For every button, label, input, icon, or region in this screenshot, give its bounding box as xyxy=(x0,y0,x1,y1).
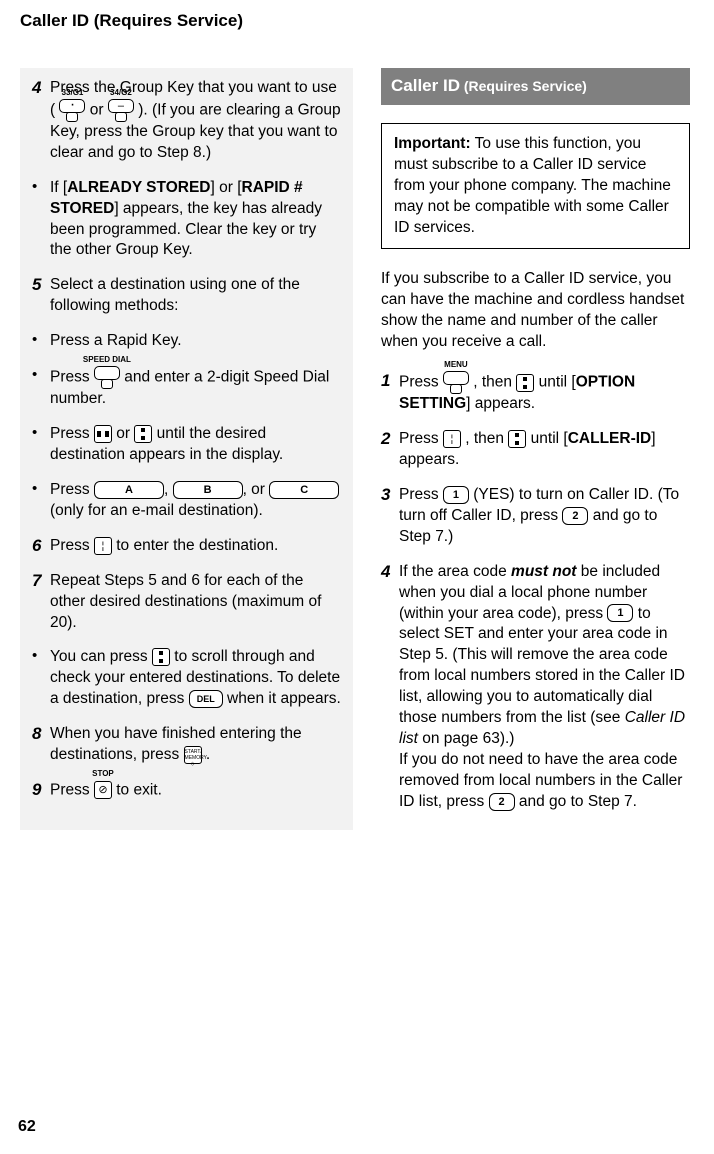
key-1: 1 xyxy=(607,604,633,622)
t: Press xyxy=(50,481,94,498)
t: Press xyxy=(50,369,94,386)
up-down-key-icon xyxy=(516,374,534,392)
r-step4-body: If the area code must not be included wh… xyxy=(399,562,690,813)
step8-body: When you have finished entering the dest… xyxy=(50,724,341,766)
group-key-label-g2: 34/G2 xyxy=(110,88,132,99)
must-not: must not xyxy=(511,563,576,580)
key-b: B xyxy=(173,481,243,499)
key-a: A xyxy=(94,481,164,499)
t: to exit. xyxy=(116,782,162,799)
header-main: Caller ID xyxy=(391,76,460,95)
key-1: 1 xyxy=(443,486,469,504)
group-key-g2 xyxy=(108,99,134,122)
step4-or: or xyxy=(90,101,108,118)
t: You can press xyxy=(50,648,152,665)
page-number: 62 xyxy=(18,1116,36,1138)
r-step-number-2: 2 xyxy=(381,429,399,471)
r-step-number-4: 4 xyxy=(381,562,399,813)
t: , or xyxy=(243,481,270,498)
section-header-caller-id: Caller ID (Requires Service) xyxy=(381,68,690,105)
t: Press xyxy=(50,782,94,799)
step9-body: Press STOP to exit. xyxy=(50,780,341,801)
r-step-number-3: 3 xyxy=(381,485,399,548)
speed-dial-label: SPEED DIAL xyxy=(83,355,131,366)
t: If the area code xyxy=(399,563,511,580)
left-right-key-icon xyxy=(94,425,112,443)
menu-label: MENU xyxy=(444,360,468,371)
r-step2-body: Press , then until [CALLER-ID] appears. xyxy=(399,429,690,471)
start-memory-key-icon: START/MEMORY◇ xyxy=(184,746,202,764)
step-number-5: 5 xyxy=(32,275,50,317)
step-number-6: 6 xyxy=(32,536,50,557)
key-c: C xyxy=(269,481,339,499)
page-title: Caller ID (Requires Service) xyxy=(20,10,694,33)
menu-key-icon xyxy=(443,371,469,394)
t: , then xyxy=(473,374,516,391)
step4-body: Press the Group Key that you want to use… xyxy=(50,78,341,164)
step-number-7: 7 xyxy=(32,571,50,634)
t: until [ xyxy=(531,430,568,447)
t: Press xyxy=(50,425,94,442)
t: on page 63).) xyxy=(418,730,515,747)
t: ] or [ xyxy=(211,179,242,196)
t: to enter the destination. xyxy=(116,537,278,554)
left-column: 4 Press the Group Key that you want to u… xyxy=(20,68,353,830)
t: to select SET and enter your area code i… xyxy=(399,605,685,727)
t: If [ xyxy=(50,179,67,196)
important-label: Important: xyxy=(394,135,471,152)
bullet-speed-dial: Press SPEED DIAL and enter a 2-digit Spe… xyxy=(50,366,341,410)
r-step3-body: Press 1 (YES) to turn on Caller ID. (To … xyxy=(399,485,690,548)
t: Press xyxy=(50,537,94,554)
enter-key-icon xyxy=(443,430,461,448)
t: or xyxy=(116,425,134,442)
t: , then xyxy=(465,430,508,447)
bullet-rapid-key: Press a Rapid Key. xyxy=(50,331,341,352)
step-number-4: 4 xyxy=(32,78,50,164)
t: (only for an e-mail destination). xyxy=(50,502,263,519)
r-step1-body: Press MENU , then until [OPTION SETTING]… xyxy=(399,371,690,415)
r-step-number-1: 1 xyxy=(381,371,399,415)
step5-body: Select a destination using one of the fo… xyxy=(50,275,341,317)
intro-text: If you subscribe to a Caller ID service,… xyxy=(381,269,690,353)
step-number-8: 8 xyxy=(32,724,50,766)
t: , xyxy=(164,481,173,498)
already-stored: ALREADY STORED xyxy=(67,179,210,196)
t: Press xyxy=(399,486,443,503)
t: Press xyxy=(399,374,443,391)
t: until [ xyxy=(539,374,576,391)
key-2: 2 xyxy=(489,793,515,811)
t: and go to Step 7. xyxy=(519,793,637,810)
stop-key-icon xyxy=(94,781,112,799)
right-column: Caller ID (Requires Service) Important: … xyxy=(381,68,694,830)
t: ] appears. xyxy=(466,395,535,412)
t: when it appears. xyxy=(227,690,341,707)
enter-key-icon xyxy=(94,537,112,555)
step7-body: Repeat Steps 5 and 6 for each of the oth… xyxy=(50,571,341,634)
t: When you have finished entering the dest… xyxy=(50,725,302,763)
step-number-9: 9 xyxy=(32,780,50,801)
stop-label: STOP xyxy=(92,769,114,780)
important-box: Important: To use this function, you mus… xyxy=(381,123,690,250)
t: Press xyxy=(399,430,443,447)
bullet-already-stored: If [ALREADY STORED] or [RAPID # STORED] … xyxy=(50,178,341,262)
caller-id-option: CALLER-ID xyxy=(568,430,652,447)
del-key: DEL xyxy=(189,690,223,708)
step6-body: Press to enter the destination. xyxy=(50,536,341,557)
up-down-key-icon xyxy=(508,430,526,448)
bullet-abc-keys: Press A, B, or C (only for an e-mail des… xyxy=(50,480,341,522)
group-key-g1 xyxy=(59,99,85,122)
bullet-arrow-keys: Press or until the desired destination a… xyxy=(50,424,341,466)
speed-dial-key xyxy=(94,366,120,389)
up-down-key-icon xyxy=(134,425,152,443)
bullet-scroll-delete: You can press to scroll through and chec… xyxy=(50,647,341,710)
up-down-key-icon xyxy=(152,648,170,666)
key-2: 2 xyxy=(562,507,588,525)
header-sub: (Requires Service) xyxy=(460,78,587,94)
